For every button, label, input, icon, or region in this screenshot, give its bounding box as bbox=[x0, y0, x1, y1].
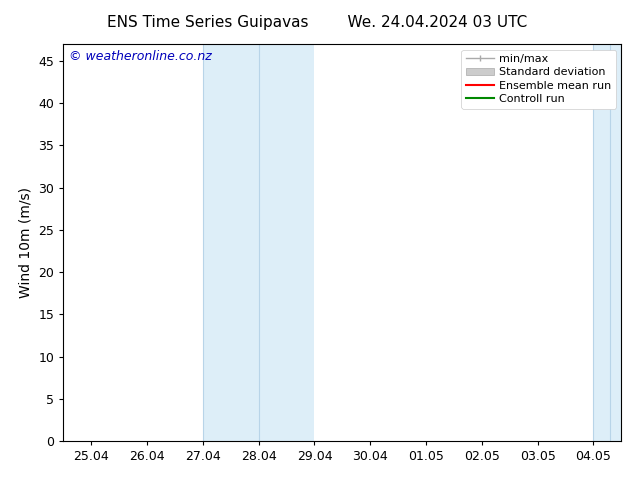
Bar bbox=[203, 44, 314, 441]
Bar bbox=[593, 44, 627, 441]
Text: © weatheronline.co.nz: © weatheronline.co.nz bbox=[69, 50, 212, 63]
Y-axis label: Wind 10m (m/s): Wind 10m (m/s) bbox=[19, 187, 33, 298]
Text: ENS Time Series Guipavas        We. 24.04.2024 03 UTC: ENS Time Series Guipavas We. 24.04.2024 … bbox=[107, 15, 527, 30]
Legend: min/max, Standard deviation, Ensemble mean run, Controll run: min/max, Standard deviation, Ensemble me… bbox=[462, 49, 616, 109]
